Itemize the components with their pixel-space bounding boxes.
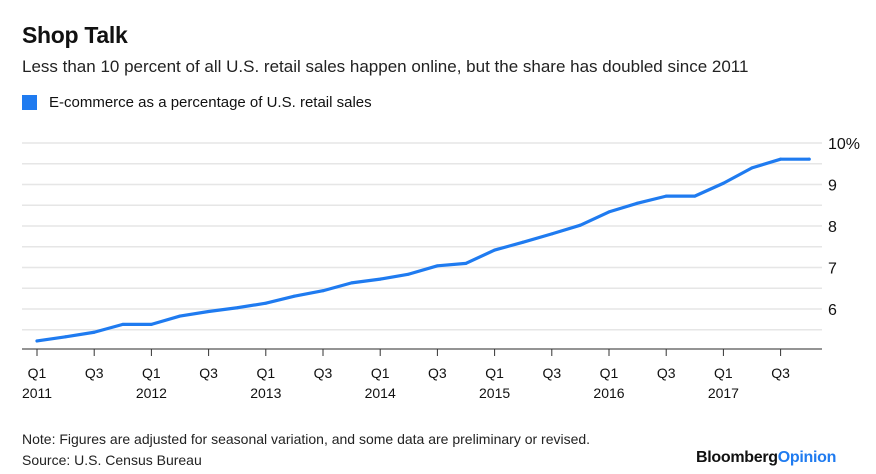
x-tick-label: Q1 bbox=[256, 365, 275, 381]
x-year-label: 2015 bbox=[479, 385, 510, 401]
chart-title: Shop Talk bbox=[22, 22, 128, 48]
legend-swatch bbox=[22, 95, 37, 110]
x-tick-label: Q1 bbox=[714, 365, 733, 381]
data-point bbox=[378, 277, 382, 281]
data-point bbox=[92, 330, 96, 334]
x-year-label: 2013 bbox=[250, 385, 281, 401]
data-point bbox=[521, 240, 525, 244]
series-line bbox=[35, 157, 811, 343]
data-point bbox=[464, 261, 468, 265]
data-point bbox=[664, 194, 668, 198]
x-tick-label: Q3 bbox=[542, 365, 561, 381]
data-point bbox=[435, 264, 439, 268]
y-tick-label: 10% bbox=[828, 136, 860, 153]
data-point bbox=[350, 281, 354, 285]
footnote: Note: Figures are adjusted for seasonal … bbox=[22, 431, 591, 447]
legend: E-commerce as a percentage of U.S. retai… bbox=[22, 94, 372, 111]
source: Source: U.S. Census Bureau bbox=[22, 452, 202, 468]
data-point bbox=[693, 194, 697, 198]
x-tick-label: Q3 bbox=[199, 365, 218, 381]
x-tick-label: Q3 bbox=[428, 365, 447, 381]
x-year-label: 2016 bbox=[593, 385, 624, 401]
data-point bbox=[607, 210, 611, 214]
data-point bbox=[750, 166, 754, 170]
data-point bbox=[264, 301, 268, 305]
data-point bbox=[721, 181, 725, 185]
data-point bbox=[64, 335, 68, 339]
data-point bbox=[407, 272, 411, 276]
data-point bbox=[121, 322, 125, 326]
x-year-label: 2011 bbox=[22, 385, 52, 401]
x-tick-label: Q1 bbox=[485, 365, 504, 381]
x-tick-label: Q3 bbox=[771, 365, 790, 381]
x-year-label: 2012 bbox=[136, 385, 167, 401]
data-point bbox=[207, 309, 211, 313]
data-point bbox=[178, 314, 182, 318]
x-tick-label: Q1 bbox=[142, 365, 161, 381]
chart-subtitle: Less than 10 percent of all U.S. retail … bbox=[22, 57, 749, 76]
data-point bbox=[149, 322, 153, 326]
bloomberg-opinion-logo: BloombergOpinion bbox=[696, 449, 837, 466]
data-point bbox=[321, 289, 325, 293]
x-year-label: 2014 bbox=[365, 385, 396, 401]
data-point bbox=[578, 223, 582, 227]
x-tick-label: Q1 bbox=[600, 365, 619, 381]
data-point bbox=[807, 157, 811, 161]
y-tick-label: 8 bbox=[828, 219, 837, 236]
y-tick-label: 6 bbox=[828, 302, 837, 319]
data-point bbox=[235, 306, 239, 310]
data-point bbox=[35, 339, 39, 343]
x-tick-label: Q1 bbox=[371, 365, 390, 381]
data-point bbox=[636, 201, 640, 205]
data-point bbox=[493, 248, 497, 252]
y-tick-label: 9 bbox=[828, 178, 837, 195]
x-tick-label: Q3 bbox=[657, 365, 676, 381]
x-tick-label: Q3 bbox=[85, 365, 104, 381]
x-tick-label: Q3 bbox=[314, 365, 333, 381]
data-point bbox=[292, 294, 296, 298]
data-point bbox=[779, 157, 783, 161]
legend-label: E-commerce as a percentage of U.S. retai… bbox=[49, 94, 372, 111]
y-tick-label: 7 bbox=[828, 261, 837, 278]
x-year-label: 2017 bbox=[708, 385, 739, 401]
x-tick-label: Q1 bbox=[28, 365, 47, 381]
data-point bbox=[550, 232, 554, 236]
